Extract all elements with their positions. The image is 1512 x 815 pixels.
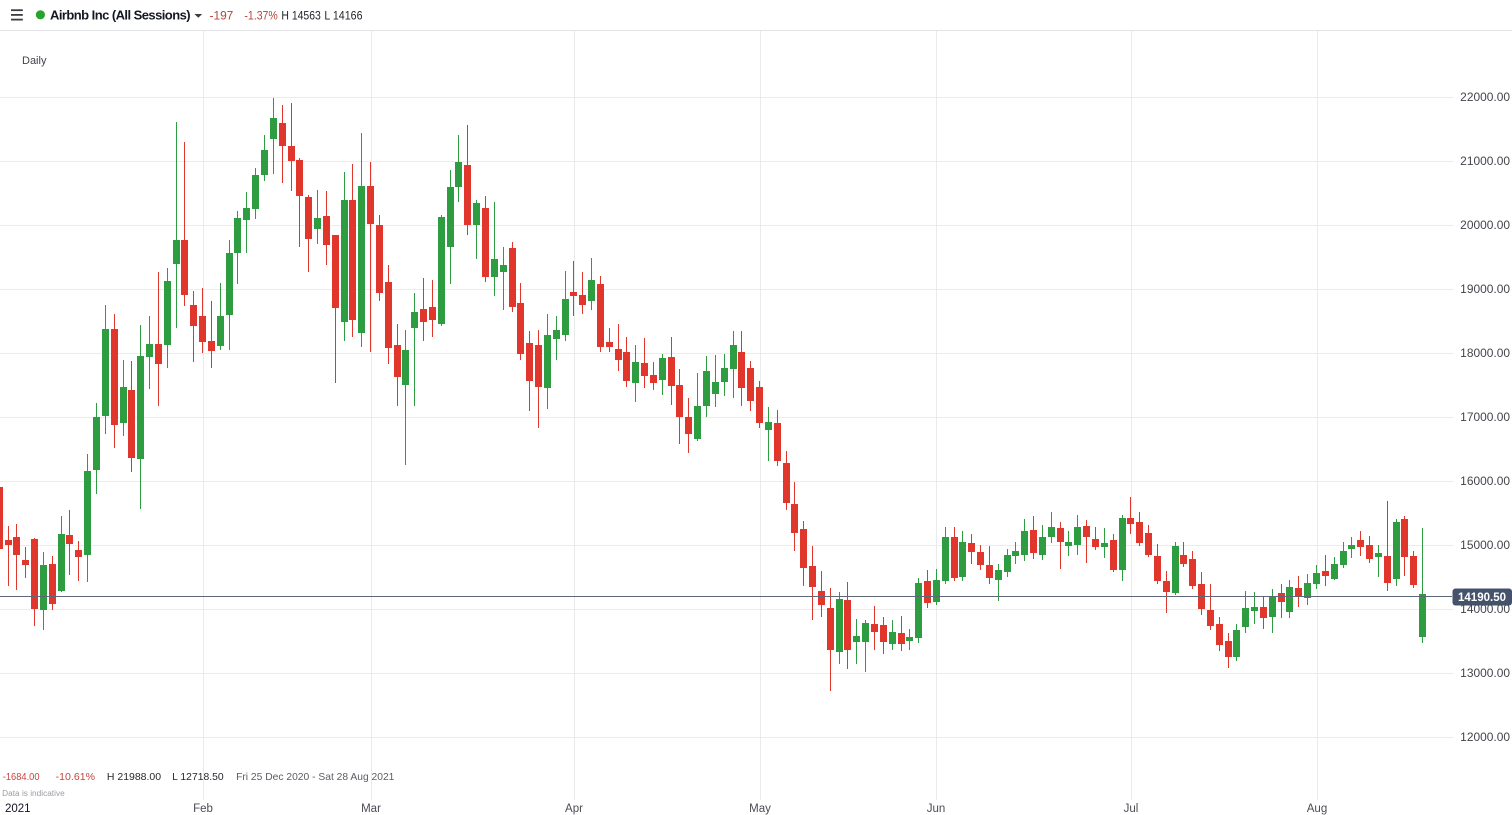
svg-text:21000.00: 21000.00 — [1460, 156, 1510, 168]
svg-text:Mar: Mar — [361, 803, 381, 815]
svg-text:Aug: Aug — [1307, 803, 1327, 815]
svg-text:H 14563: H 14563 — [281, 9, 321, 23]
svg-text:-197: -197 — [210, 9, 234, 23]
svg-text:-1.37%: -1.37% — [244, 9, 278, 23]
svg-text:2021: 2021 — [5, 803, 31, 815]
svg-text:Apr: Apr — [565, 803, 583, 815]
svg-text:L 14166: L 14166 — [324, 9, 362, 23]
svg-text:Data is indicative: Data is indicative — [2, 789, 65, 798]
svg-text:17000.00: 17000.00 — [1460, 412, 1510, 424]
svg-text:Fri 25 Dec 2020 - Sat 28 Aug 2: Fri 25 Dec 2020 - Sat 28 Aug 2021 — [236, 772, 395, 783]
svg-text:Daily: Daily — [22, 55, 47, 67]
svg-text:L 12718.50: L 12718.50 — [172, 772, 224, 783]
svg-text:18000.00: 18000.00 — [1460, 348, 1510, 360]
svg-text:22000.00: 22000.00 — [1460, 92, 1510, 104]
svg-text:-1684.00: -1684.00 — [3, 772, 40, 783]
svg-text:Feb: Feb — [193, 803, 213, 815]
svg-text:H 21988.00: H 21988.00 — [107, 772, 161, 783]
svg-text:13000.00: 13000.00 — [1460, 668, 1510, 680]
svg-text:May: May — [749, 803, 771, 815]
svg-text:14190.50: 14190.50 — [1458, 592, 1506, 604]
svg-text:Jul: Jul — [1124, 803, 1139, 815]
svg-text:20000.00: 20000.00 — [1460, 220, 1510, 232]
svg-text:15000.00: 15000.00 — [1460, 540, 1510, 552]
svg-text:14000.00: 14000.00 — [1460, 604, 1510, 616]
svg-text:19000.00: 19000.00 — [1460, 284, 1510, 296]
svg-text:12000.00: 12000.00 — [1460, 732, 1510, 744]
svg-text:-10.61%: -10.61% — [56, 772, 95, 783]
svg-text:16000.00: 16000.00 — [1460, 476, 1510, 488]
svg-text:Airbnb Inc (All Sessions): Airbnb Inc (All Sessions) — [50, 8, 191, 23]
svg-text:Jun: Jun — [927, 803, 946, 815]
